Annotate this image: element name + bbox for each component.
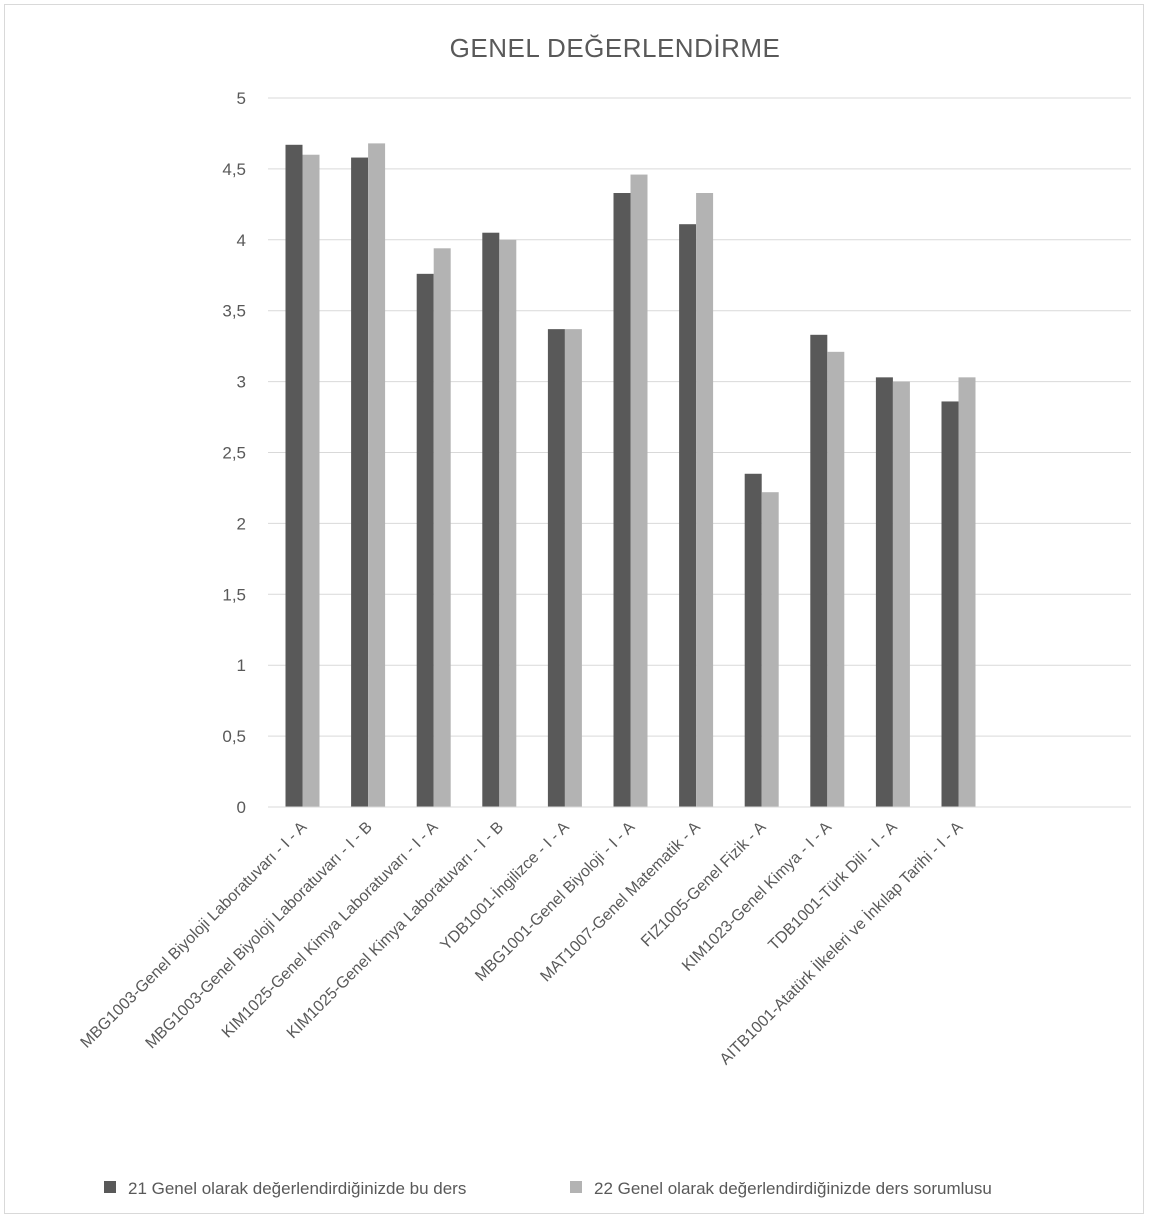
bar-series-1: [613, 193, 631, 808]
y-tick-label: 0,5: [222, 727, 246, 746]
bar-series-1: [744, 473, 762, 807]
bar-series-2: [368, 143, 386, 808]
bar-series-1: [416, 273, 434, 807]
bar-series-2: [827, 351, 845, 807]
y-tick-label: 4: [237, 231, 246, 250]
bar-series-1: [875, 377, 893, 807]
legend-swatch: [570, 1181, 582, 1193]
legend-label: 22 Genel olarak değerlendirdiğinizde der…: [594, 1179, 992, 1198]
bar-series-1: [810, 334, 828, 807]
bar-series-2: [696, 193, 714, 808]
y-tick-label: 2,5: [222, 444, 246, 463]
chart-title: GENEL DEĞERLENDİRME: [450, 33, 781, 63]
y-tick-label: 4,5: [222, 160, 246, 179]
bar-series-1: [679, 224, 697, 807]
bars: [285, 143, 976, 808]
bar-series-1: [351, 157, 369, 807]
legend-swatch: [104, 1181, 116, 1193]
x-axis: MBG1003-Genel Biyoloji Laboratuvarı - I …: [78, 806, 1131, 1068]
x-tick-label: YDB1001-İngilizce - I - A: [436, 817, 573, 954]
bar-series-1: [941, 401, 959, 807]
x-tick-label: MBG1003-Genel Biyoloji Laboratuvarı - I …: [143, 819, 376, 1052]
bar-series-2: [302, 154, 320, 808]
bar-series-2: [433, 248, 451, 808]
bar-series-1: [285, 144, 303, 807]
bar-series-2: [564, 329, 582, 807]
y-tick-label: 3: [237, 373, 246, 392]
bar-series-1: [547, 329, 565, 807]
bar-series-2: [761, 492, 779, 807]
y-tick-label: 1: [237, 656, 246, 675]
y-tick-label: 5: [237, 89, 246, 108]
legend-label: 21 Genel olarak değerlendirdiğinizde bu …: [128, 1179, 466, 1198]
bar-series-2: [630, 174, 648, 807]
y-tick-label: 1,5: [222, 585, 246, 604]
bar-series-1: [482, 232, 500, 807]
bar-series-2: [499, 239, 517, 808]
y-tick-label: 3,5: [222, 302, 246, 321]
x-tick-label: MBG1003-Genel Biyoloji Laboratuvarı - I …: [78, 819, 311, 1052]
y-tick-label: 2: [237, 514, 246, 533]
legend: 21 Genel olarak değerlendirdiğinizde bu …: [104, 1179, 992, 1198]
bar-series-2: [958, 377, 976, 807]
y-axis: 0 0,5 1 1,5 2 2,5 3 3,5 4 4,5 5: [222, 89, 246, 817]
x-tick-label: FIZ1005-Genel Fizik - A: [638, 819, 770, 951]
x-tick-label: AITB1001-Atatürk İlkeleri ve İnkılap Tar…: [715, 817, 966, 1068]
y-tick-label: 0: [237, 798, 246, 817]
x-tick-label: TDB1001-Türk Dili - I - A: [765, 819, 900, 954]
bar-series-2: [892, 381, 910, 807]
